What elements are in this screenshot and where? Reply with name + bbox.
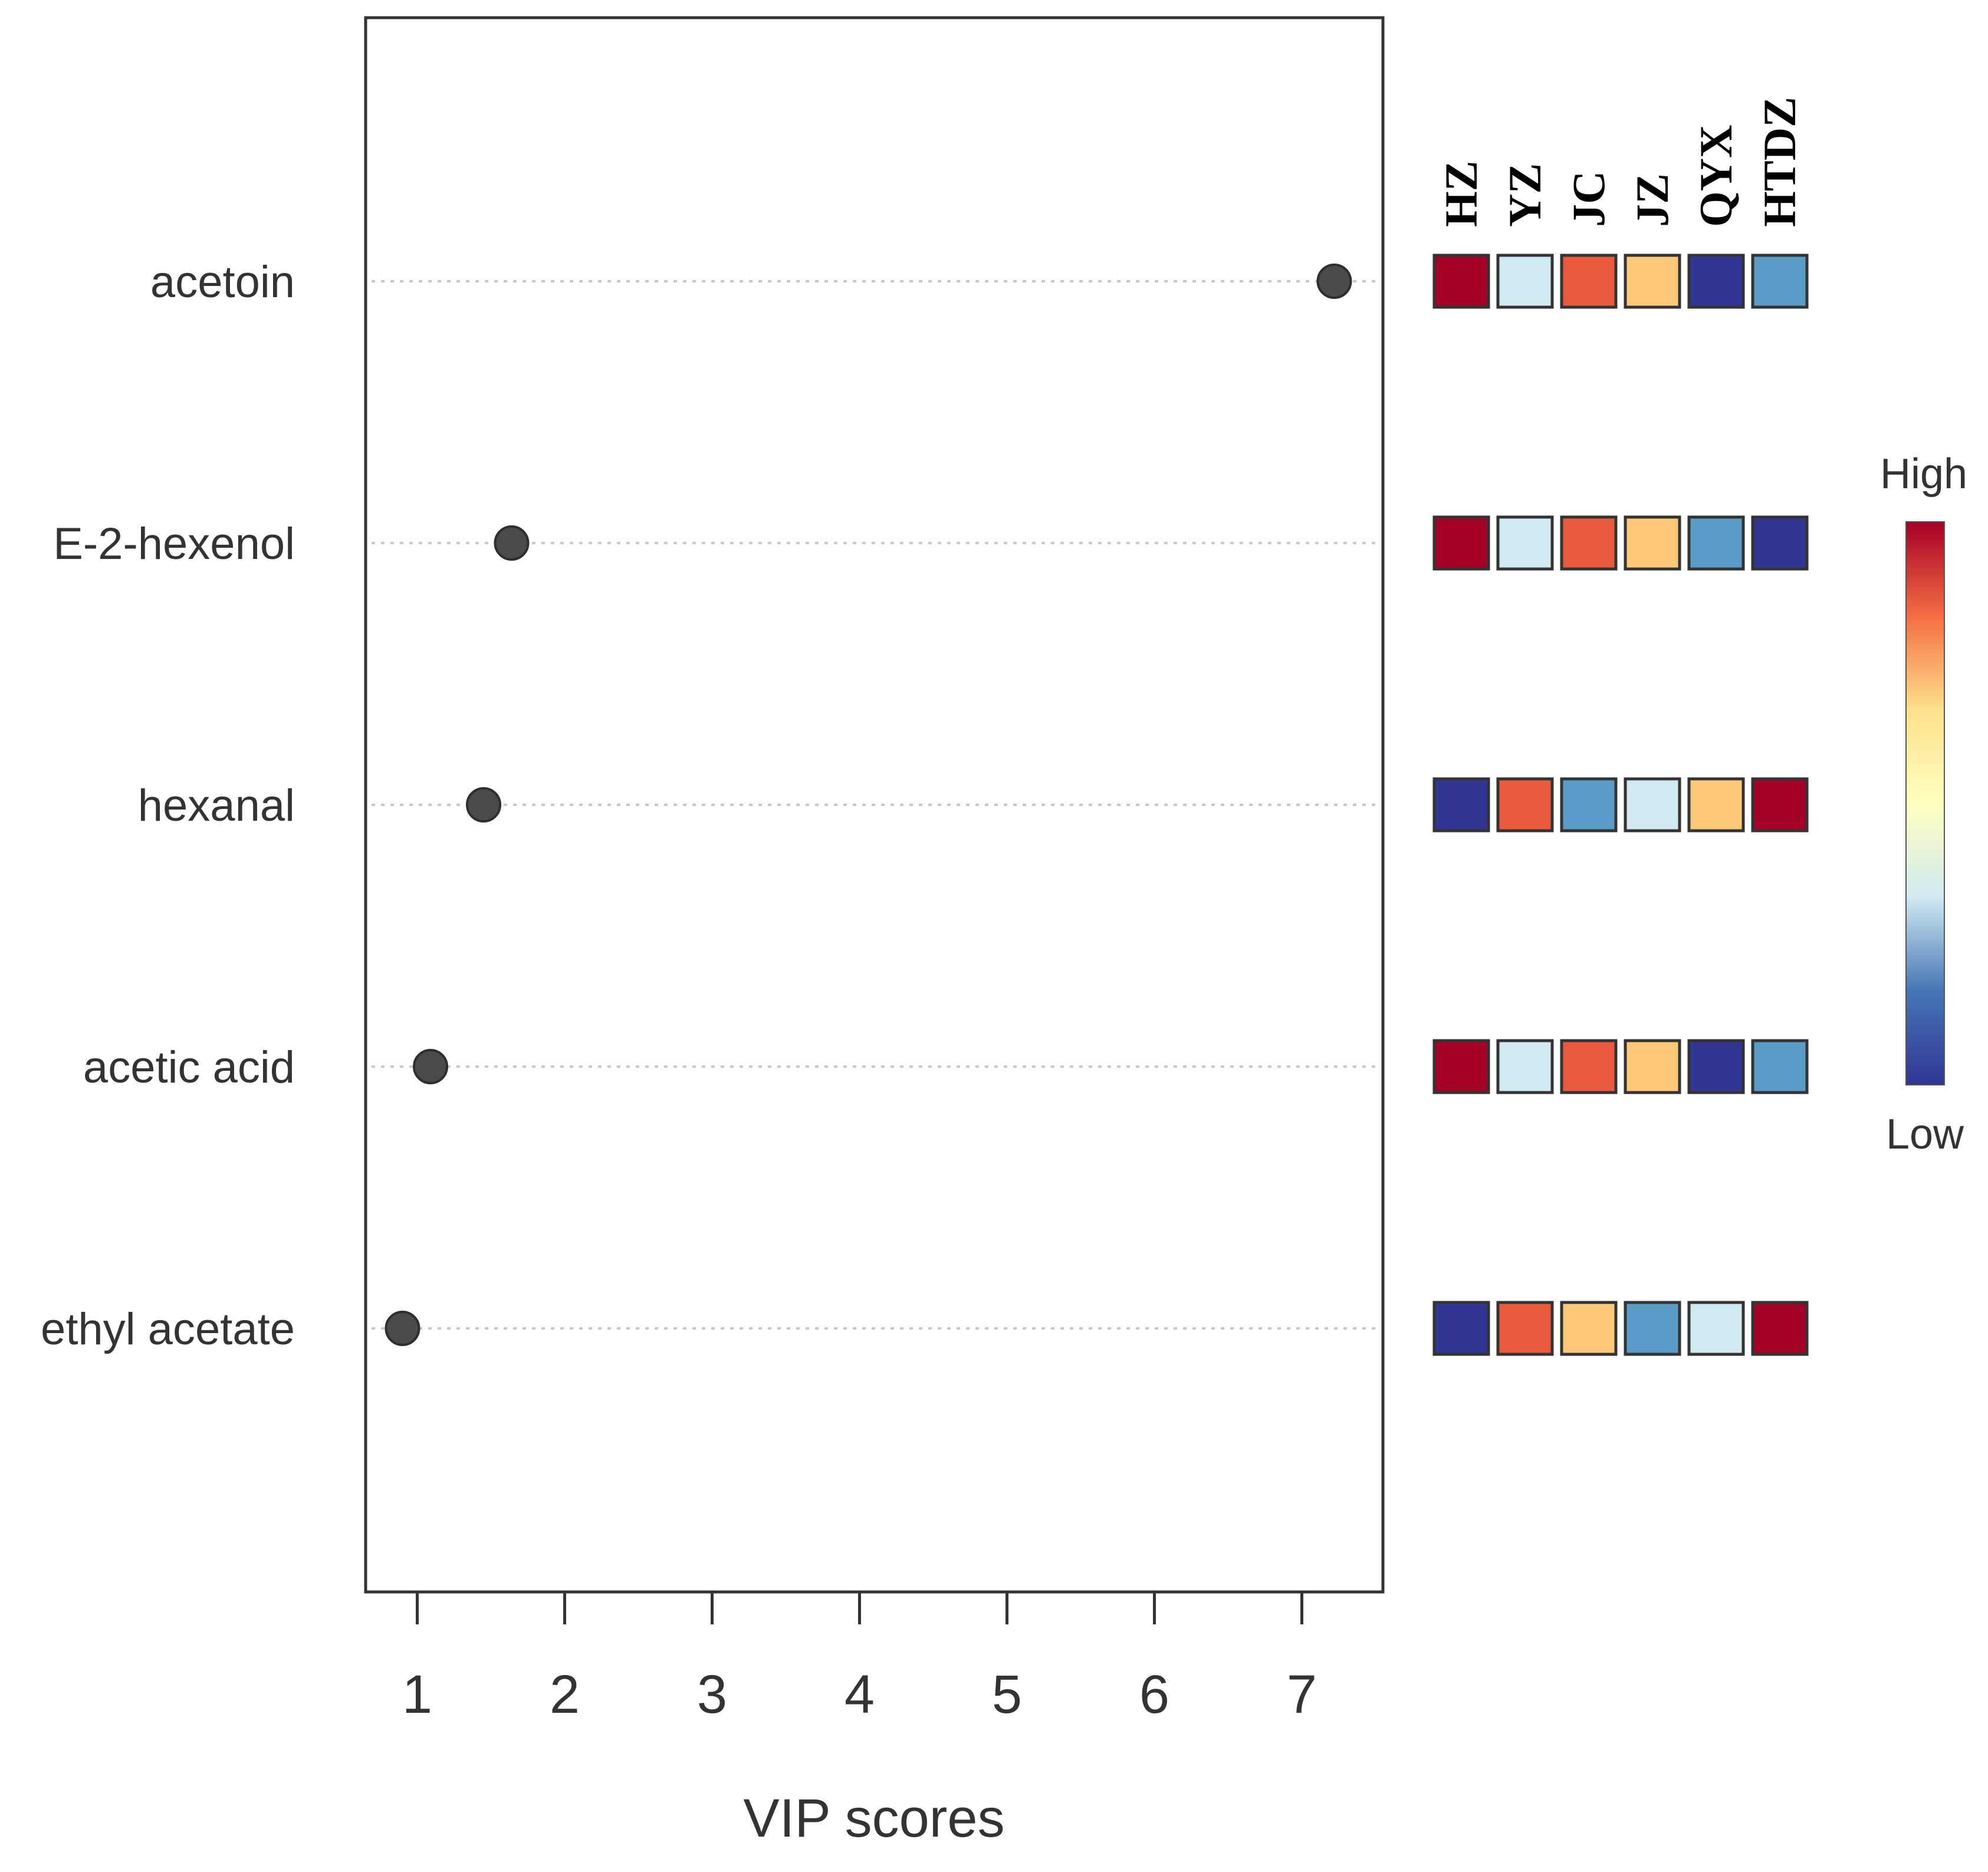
heatmap-cell [1560, 777, 1618, 833]
heatmap-cell [1687, 1301, 1745, 1356]
legend-low-label: Low [1886, 1111, 1964, 1158]
legend-colorbar [1905, 521, 1945, 1085]
heatmap-cell [1432, 254, 1490, 309]
heatmap-cell [1496, 515, 1554, 571]
group-header: YZ [1499, 163, 1550, 227]
vip-point [385, 1311, 420, 1346]
heatmap-cell [1496, 1039, 1554, 1094]
x-tick-label: 2 [550, 1664, 580, 1725]
x-axis-ticks: 1 2 3 4 5 6 7 [402, 1592, 1317, 1725]
x-tick-label: 6 [1139, 1664, 1169, 1725]
x-tick-label: 7 [1287, 1664, 1317, 1725]
heatmap-cell [1624, 254, 1681, 309]
heatmap-cell [1432, 777, 1490, 833]
x-tick-label: 3 [697, 1664, 727, 1725]
heatmap-cell [1624, 515, 1681, 571]
vip-points [385, 264, 1352, 1346]
x-tick-label: 5 [992, 1664, 1022, 1725]
heatmap-cell [1496, 1301, 1554, 1356]
heatmap-cell [1432, 1039, 1490, 1094]
heatmap-cell [1687, 515, 1745, 571]
heatmap-cell [1560, 254, 1618, 309]
vip-point [494, 525, 530, 561]
heatmap-cell [1560, 1039, 1618, 1094]
heatmap-cell [1751, 1301, 1809, 1356]
heatmap-cell [1560, 1301, 1618, 1356]
heatmap-cell [1687, 1039, 1745, 1094]
group-header: JC [1563, 171, 1614, 227]
heatmap [1432, 254, 1809, 1356]
compound-labels: acetoin E-2-hexenol hexanal acetic acid ethy… [41, 257, 295, 1354]
x-tick-label: 4 [845, 1664, 875, 1725]
heatmap-cell [1432, 515, 1490, 571]
vip-point [1316, 264, 1352, 299]
heatmap-cell [1560, 515, 1618, 571]
heatmap-cell [1624, 1039, 1681, 1094]
compound-label: acetic acid [83, 1042, 295, 1093]
heatmap-cell [1624, 1301, 1681, 1356]
guide-lines [372, 280, 1377, 1330]
heatmap-cell [1751, 515, 1809, 571]
heatmap-cell [1751, 777, 1809, 833]
heatmap-cell [1687, 777, 1745, 833]
legend-high-label: High [1880, 450, 1967, 498]
group-headers: HZ YZ JC JZ QYX HTDZ [1435, 97, 1805, 227]
group-header: HTDZ [1754, 97, 1805, 227]
compound-label: ethyl acetate [41, 1304, 295, 1354]
heatmap-cell [1496, 777, 1554, 833]
heatmap-cell [1432, 1301, 1490, 1356]
heatmap-cell [1687, 254, 1745, 309]
heatmap-cell [1751, 1039, 1809, 1094]
group-header: HZ [1435, 160, 1487, 227]
compound-label: hexanal [138, 781, 295, 831]
heatmap-cell [1751, 254, 1809, 309]
x-tick-label: 1 [402, 1664, 432, 1725]
vip-point [466, 787, 501, 823]
x-axis-title: VIP scores [743, 1788, 1004, 1848]
compound-label: acetoin [150, 257, 295, 307]
heatmap-cell [1624, 777, 1681, 833]
group-header: QYX [1690, 125, 1741, 227]
color-legend: High Low [1880, 450, 1967, 1158]
vip-point [413, 1049, 448, 1084]
heatmap-cell [1496, 254, 1554, 309]
compound-label: E-2-hexenol [53, 519, 295, 569]
group-header: JZ [1626, 173, 1678, 227]
